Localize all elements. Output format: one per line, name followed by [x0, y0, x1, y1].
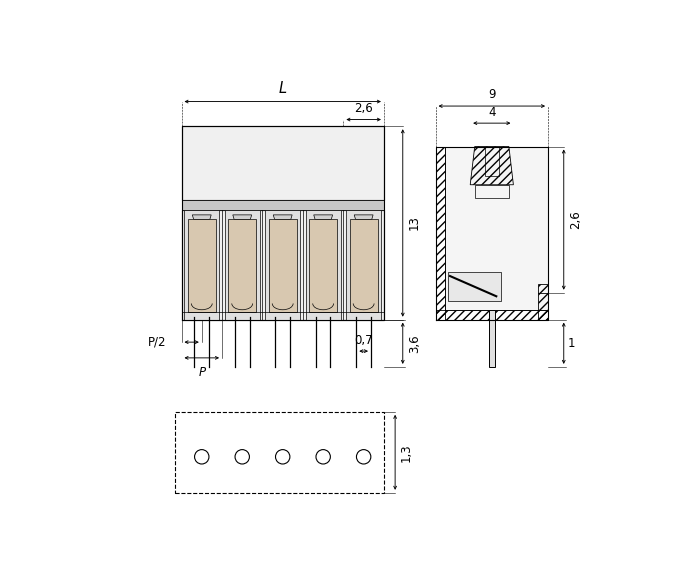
- Polygon shape: [489, 310, 495, 367]
- Polygon shape: [233, 215, 252, 220]
- Text: 1: 1: [567, 337, 575, 350]
- Polygon shape: [184, 210, 219, 319]
- Polygon shape: [188, 220, 216, 311]
- Polygon shape: [448, 272, 501, 301]
- Polygon shape: [265, 210, 300, 319]
- Polygon shape: [446, 147, 548, 310]
- Text: 13: 13: [408, 215, 421, 231]
- Polygon shape: [313, 215, 333, 220]
- Polygon shape: [181, 200, 384, 210]
- Polygon shape: [268, 220, 297, 311]
- Polygon shape: [181, 126, 384, 200]
- Polygon shape: [354, 215, 373, 220]
- Polygon shape: [306, 210, 340, 319]
- Polygon shape: [225, 210, 260, 319]
- Polygon shape: [181, 210, 384, 319]
- Polygon shape: [349, 220, 378, 311]
- Text: 9: 9: [488, 88, 495, 100]
- Polygon shape: [228, 220, 256, 311]
- Polygon shape: [309, 220, 337, 311]
- Polygon shape: [346, 210, 381, 319]
- Text: 3,6: 3,6: [408, 334, 421, 353]
- Polygon shape: [273, 215, 292, 220]
- Text: L: L: [279, 81, 286, 96]
- Text: 0,7: 0,7: [354, 333, 373, 347]
- Text: 4: 4: [488, 106, 495, 119]
- Text: P: P: [198, 366, 206, 379]
- Polygon shape: [192, 215, 211, 220]
- Text: 2,6: 2,6: [569, 210, 582, 229]
- Text: 1,3: 1,3: [399, 443, 412, 461]
- Text: P/2: P/2: [147, 336, 166, 349]
- Text: 2,6: 2,6: [354, 102, 373, 115]
